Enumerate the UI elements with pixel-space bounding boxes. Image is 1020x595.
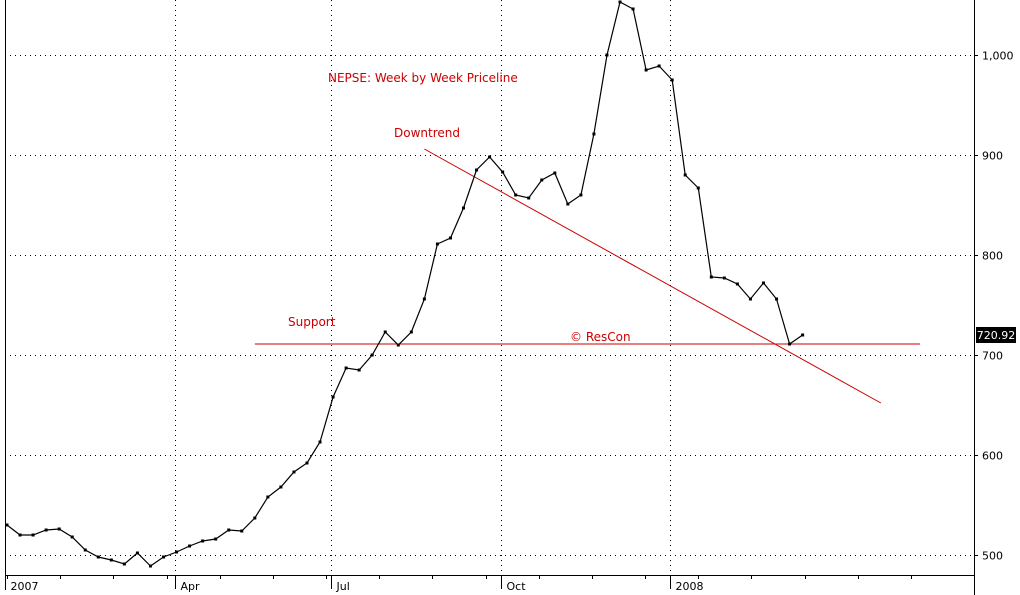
price-point [631,7,635,11]
tick-labels: 500 600 700 800 900 1,000 2007 Apr Jul Oct 2008 [11,50,1014,594]
y-tick-label: 900 [982,150,1003,163]
price-point [396,343,400,347]
x-tick-label: 2008 [676,580,704,593]
y-tick-label: 600 [982,450,1003,463]
price-point [122,562,126,566]
x-tick-label: 2007 [11,580,39,593]
price-point [96,555,100,559]
price-point [383,330,387,334]
price-point [592,132,596,136]
price-point [370,353,374,357]
price-point [683,173,687,177]
price-point [775,297,779,301]
y-tick-label: 800 [982,250,1003,263]
price-point [801,333,805,337]
y-tick-label: 1,000 [982,50,1014,63]
price-point [579,193,583,197]
chart-title: NEPSE: Week by Week Priceline [328,71,518,85]
x-tick-label: Apr [181,580,201,593]
price-point [240,529,244,533]
price-point [175,550,179,554]
price-point [527,196,531,200]
price-point [357,368,361,372]
last-value-box [976,327,1016,343]
last-value-marker: 720.92 [976,327,1016,343]
price-point [227,528,231,532]
price-point [279,485,283,489]
y-tick-label: 700 [982,350,1003,363]
price-point [318,440,322,444]
price-line [6,1,803,567]
price-point [514,193,518,197]
price-point [83,548,87,552]
price-point [462,206,465,210]
price-point [435,242,439,246]
price-point [44,528,48,532]
price-point [57,527,61,531]
y-tick-label: 500 [982,550,1003,563]
price-point [670,78,674,82]
price-point [253,516,257,520]
downtrend-trendline [424,148,882,404]
price-point [488,155,492,159]
price-point [709,275,713,279]
price-point [475,168,479,172]
price-point [644,68,648,72]
price-point [566,202,570,206]
price-point [70,535,74,539]
price-point [292,470,296,474]
price-point [409,330,413,334]
price-point [448,236,452,240]
price-point [109,558,113,562]
downtrend-label: Downtrend [394,126,460,140]
price-point [344,366,348,370]
price-point [214,537,218,541]
price-point [657,64,661,68]
grid-lines [5,0,974,575]
price-point [618,0,622,4]
trendlines [254,148,920,404]
price-point [5,523,9,527]
x-tick-label: Oct [507,580,527,593]
price-point [422,297,426,301]
price-point [696,186,700,190]
price-point [540,178,544,182]
price-point [788,342,792,346]
price-point [162,555,166,559]
price-point [31,533,35,537]
price-point [188,544,192,548]
price-point [18,533,22,537]
price-point [722,276,726,280]
price-point [761,281,765,285]
price-point [748,297,752,301]
x-tick-label: Jul [336,580,350,593]
price-point [331,395,335,399]
price-point [553,171,557,175]
last-value-text: 720.92 [977,329,1016,342]
price-series [5,0,805,568]
axes [5,0,978,595]
price-point [501,170,505,174]
price-point [305,461,309,465]
support-label: Support [288,315,336,329]
price-point [201,539,205,543]
price-point [605,53,609,57]
price-point [266,495,270,499]
price-point [135,551,139,555]
copyright-label: © ResCon [570,330,631,344]
price-point [148,564,152,568]
price-point [735,282,739,286]
